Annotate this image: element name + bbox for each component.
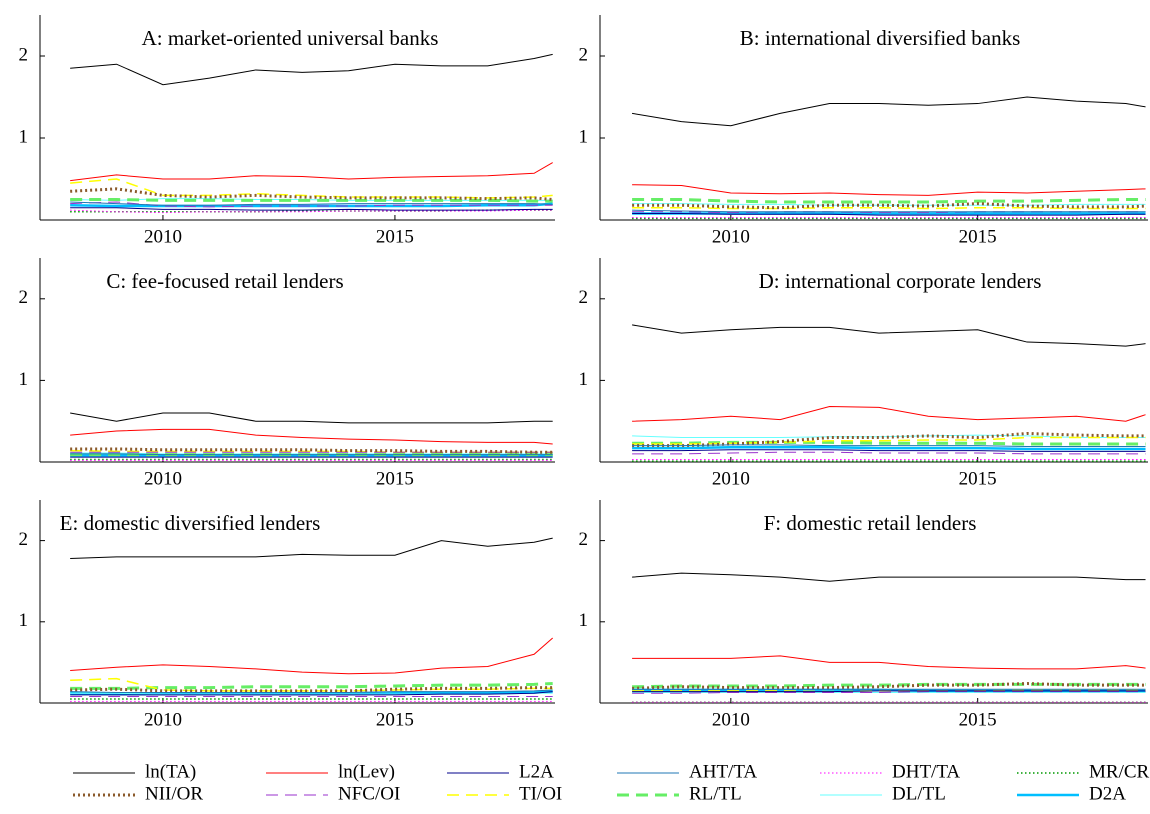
series-line <box>70 447 553 454</box>
series-line <box>632 406 1146 422</box>
series-line <box>70 689 553 693</box>
series-line <box>70 637 554 675</box>
series-line <box>632 209 1146 213</box>
series-line <box>70 53 553 86</box>
y-tick-label: 2 <box>579 44 589 65</box>
y-tick-label: 1 <box>579 610 589 631</box>
panel-title: F: domestic retail lenders <box>764 511 977 535</box>
x-tick-label: 2010 <box>712 468 750 489</box>
series-line <box>70 686 553 693</box>
legend-label: TI/OI <box>519 783 562 804</box>
series-line <box>632 682 1146 690</box>
y-tick-label: 1 <box>19 126 29 147</box>
legend-label: NII/OR <box>145 783 203 804</box>
panel-title: B: international diversified banks <box>740 26 1021 50</box>
x-tick-label: 2015 <box>376 468 414 489</box>
y-tick-label: 2 <box>19 44 29 65</box>
panel-title: D: international corporate lenders <box>759 269 1042 293</box>
series-line <box>632 691 1146 694</box>
x-tick-label: 2015 <box>959 709 997 730</box>
x-tick-label: 2015 <box>959 468 997 489</box>
series-line <box>632 444 1146 447</box>
series-line <box>70 428 553 445</box>
legend-label: DHT/TA <box>892 761 960 782</box>
series-line <box>70 453 553 456</box>
y-tick-label: 1 <box>579 369 589 390</box>
legend-label: L2A <box>519 761 554 782</box>
series-line <box>70 207 553 211</box>
series-line <box>632 451 1146 455</box>
panel-title: A: market-oriented universal banks <box>142 26 439 50</box>
legend-label: D2A <box>1089 783 1126 804</box>
legend-label: AHT/TA <box>689 761 757 782</box>
series-line <box>70 187 553 201</box>
x-tick-label: 2015 <box>959 226 997 247</box>
x-tick-label: 2010 <box>712 226 750 247</box>
series-line <box>70 162 553 182</box>
legend-label: NFC/OI <box>338 783 400 804</box>
series-line <box>632 184 1146 196</box>
series-line <box>632 431 1146 448</box>
legend-label: DL/TL <box>892 783 946 804</box>
series-line <box>70 178 553 199</box>
series-line <box>632 449 1146 452</box>
x-tick-label: 2015 <box>376 709 414 730</box>
series-line <box>70 209 553 214</box>
x-tick-label: 2015 <box>376 226 414 247</box>
legend-label: ln(Lev) <box>338 761 395 782</box>
series-line <box>70 691 553 696</box>
series-line <box>632 324 1146 347</box>
y-tick-label: 2 <box>579 529 589 550</box>
series-line <box>632 690 1146 693</box>
series-line <box>632 446 1146 451</box>
legend-label: ln(TA) <box>145 761 196 782</box>
series-line <box>632 198 1146 204</box>
series-line <box>632 436 1146 445</box>
series-line <box>632 655 1146 670</box>
series-line <box>70 201 553 206</box>
y-tick-label: 2 <box>579 287 589 308</box>
panel-title: C: fee-focused retail lenders <box>106 269 343 293</box>
y-tick-label: 2 <box>19 529 29 550</box>
x-tick-label: 2010 <box>144 226 182 247</box>
series-line <box>70 412 553 424</box>
y-tick-label: 1 <box>579 126 589 147</box>
x-tick-label: 2010 <box>144 468 182 489</box>
legend-label: MR/CR <box>1089 761 1150 782</box>
y-tick-label: 1 <box>19 369 29 390</box>
panel-title: E: domestic diversified lenders <box>60 511 321 535</box>
legend-label: RL/TL <box>689 783 742 804</box>
x-tick-label: 2010 <box>712 709 750 730</box>
series-line <box>632 572 1146 582</box>
series-line <box>632 440 1146 446</box>
y-tick-label: 1 <box>19 610 29 631</box>
series-line <box>632 96 1146 127</box>
x-tick-label: 2010 <box>144 709 182 730</box>
series-line <box>70 198 553 203</box>
series-line <box>632 211 1146 214</box>
series-line <box>70 537 553 559</box>
series-line <box>632 206 1146 210</box>
y-tick-label: 2 <box>19 287 29 308</box>
series-line <box>632 212 1146 216</box>
series-line <box>632 202 1146 210</box>
